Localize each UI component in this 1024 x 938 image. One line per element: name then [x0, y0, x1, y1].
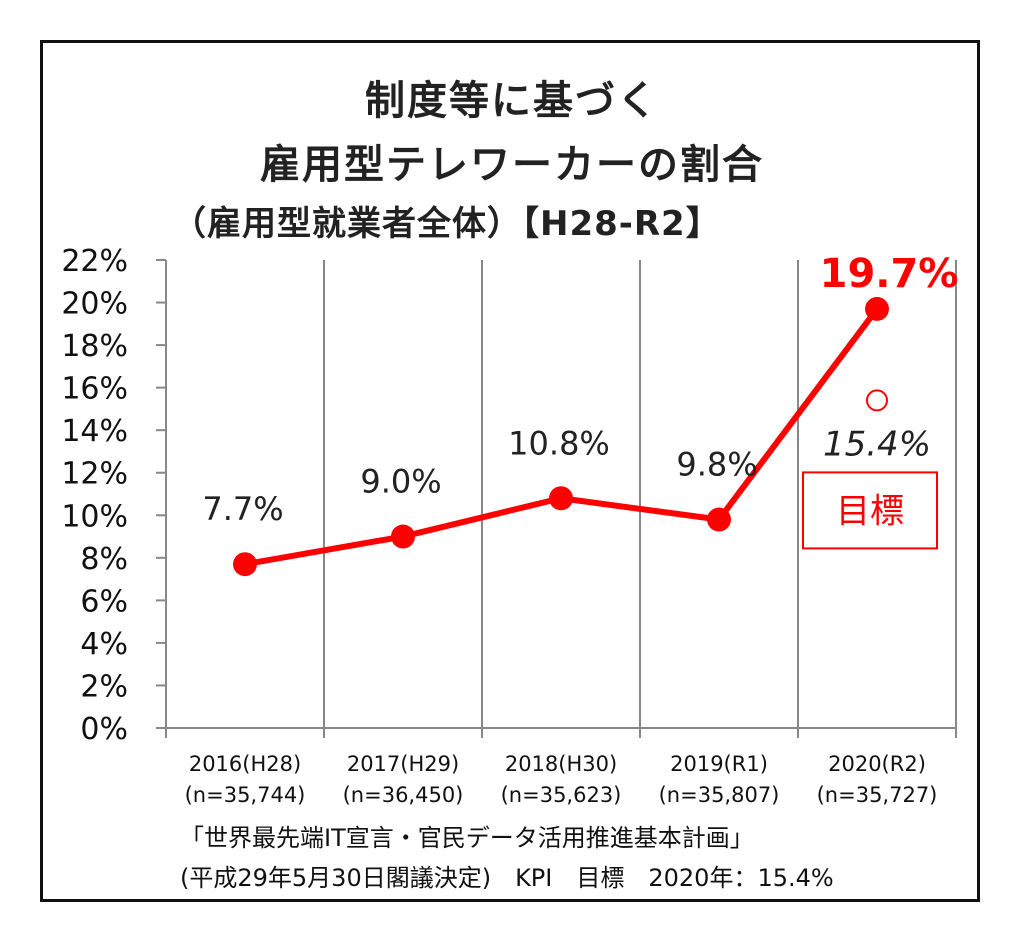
y-tick-label: 0%	[80, 712, 128, 747]
data-label: 10.8%	[508, 424, 610, 462]
x-sample-size-label: (n=36,450)	[343, 783, 464, 807]
axis-layer: 0% 2% 4% 6% 8% 10% 12% 14% 16% 18% 20% 22% 2016(H28)…	[61, 244, 957, 807]
data-point	[391, 524, 415, 549]
data-point	[865, 296, 889, 321]
target-value-label: 15.4%	[823, 424, 931, 464]
y-tick-label: 22%	[61, 244, 128, 279]
y-tick-label: 6%	[80, 584, 128, 619]
y-tick-label: 12%	[61, 457, 128, 492]
y-tick-label: 18%	[61, 329, 128, 364]
target-marker	[866, 389, 888, 412]
x-tick-label: 2017(H29)	[347, 752, 459, 776]
target-box	[802, 471, 938, 550]
y-tick-label: 8%	[80, 542, 128, 577]
x-tick-label: 2020(R2)	[828, 752, 926, 776]
target-box-label: 目標	[836, 491, 904, 531]
y-tick-label: 14%	[61, 414, 128, 449]
x-tick-label: 2016(H28)	[189, 752, 301, 776]
footer-source-line1: 「世界最先端IT宣言・官民データ活用推進基本計画」	[180, 824, 754, 852]
grid-layer	[165, 260, 957, 728]
x-tick-label: 2018(H30)	[505, 752, 617, 776]
chart-frame	[40, 40, 980, 902]
chart-title-line1: 制度等に基づく	[365, 78, 659, 124]
footer-source-line2: (平成29年5月30日閣議決定) KPI 目標 2020年：15.4%	[180, 864, 834, 892]
x-sample-size-label: (n=35,744)	[185, 783, 306, 807]
data-point	[233, 552, 257, 577]
data-label: 7.7%	[202, 490, 283, 528]
data-label: 9.8%	[676, 446, 757, 484]
chart-subtitle: （雇用型就業者全体）【H28-R2】	[172, 204, 721, 244]
data-label: 9.0%	[360, 463, 441, 501]
data-point	[707, 507, 731, 532]
data-label-highlight: 19.7%	[820, 251, 959, 297]
label-layer: 7.7% 9.0% 10.8% 9.8% 19.7% 15.4% 目標	[202, 251, 959, 550]
x-sample-size-label: (n=35,623)	[501, 783, 622, 807]
x-sample-size-label: (n=35,807)	[659, 783, 780, 807]
y-tick-label: 10%	[61, 499, 128, 534]
chart-title-line2: 雇用型テレワーカーの割合	[260, 142, 764, 188]
x-tick-label: 2019(R1)	[670, 752, 768, 776]
y-tick-label: 16%	[61, 372, 128, 407]
data-point	[549, 486, 573, 511]
x-sample-size-label: (n=35,727)	[817, 783, 938, 807]
series-layer	[233, 296, 889, 577]
y-tick-label: 4%	[80, 627, 128, 662]
y-tick-label: 20%	[61, 287, 128, 322]
y-tick-label: 2%	[80, 669, 128, 704]
